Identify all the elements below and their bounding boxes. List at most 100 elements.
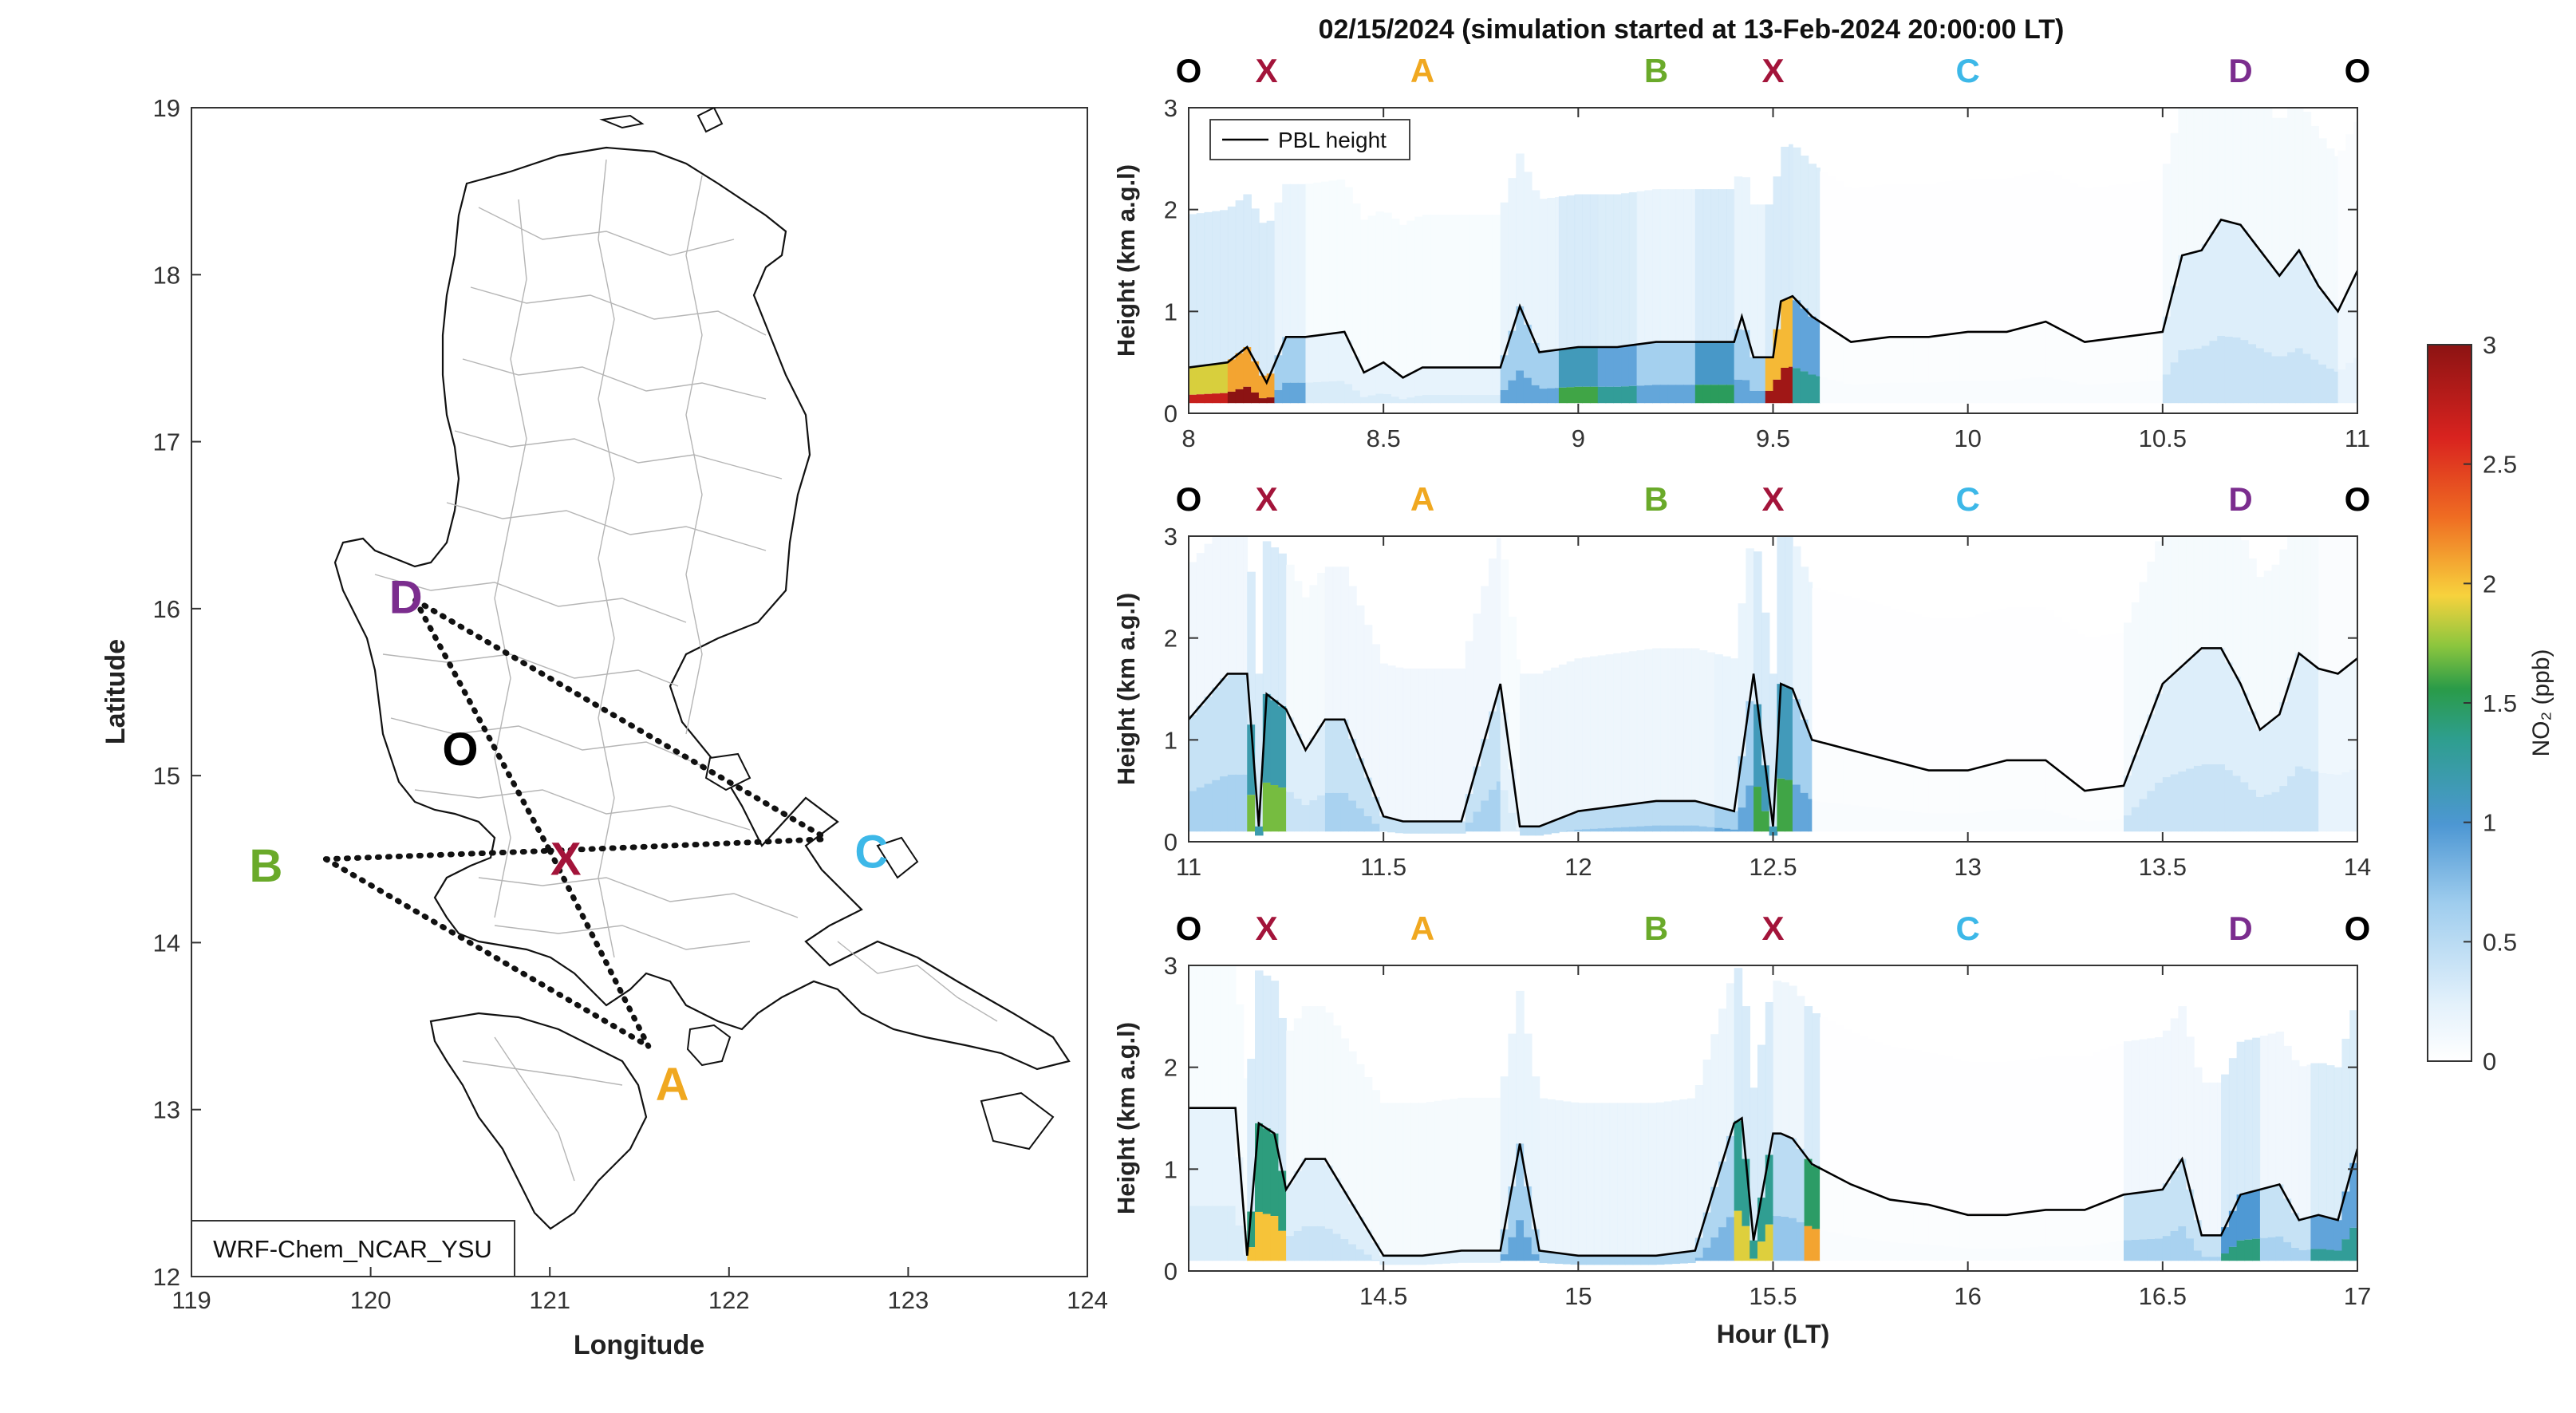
no2-cell-upper [2069, 183, 2078, 336]
no2-cell-upper [1808, 582, 1813, 735]
no2-cell-surface [1804, 1226, 1813, 1261]
no2-cell-mid [2236, 1194, 2246, 1241]
no2-cell-surface [2131, 381, 2140, 404]
no2-cell-surface [2333, 1250, 2343, 1261]
no2-cell-upper [1990, 610, 2000, 764]
no2-cell-upper [2147, 561, 2156, 715]
no2-cell-upper [1539, 1098, 1548, 1252]
no2-cell-surface [1258, 398, 1268, 404]
model-label-box [191, 1220, 515, 1277]
no2-cell-surface [2267, 1237, 2277, 1261]
no2-cell-upper [1820, 171, 1828, 325]
no2-cell-mid [1410, 821, 1419, 834]
no2-cell-upper [2053, 616, 2062, 770]
no2-cell-mid [2193, 1220, 2203, 1251]
no2-cell-mid [2147, 714, 2156, 791]
no2-cell-surface [1800, 792, 1809, 832]
no2-cell-mid [1792, 300, 1801, 369]
no2-cell-upper [1874, 604, 1884, 758]
no2-cell-mid [1613, 806, 1622, 828]
no2-cell-upper [1391, 219, 1400, 372]
no2-cell-upper [1270, 547, 1280, 701]
no2-cell-surface [1454, 395, 1462, 404]
no2-cell-upper [1975, 179, 1984, 332]
no2-cell-surface [1391, 397, 1400, 404]
no2-cell-upper [1266, 220, 1276, 374]
no2-cell-mid [1812, 1166, 1821, 1229]
no2-cell-surface [1866, 807, 1876, 832]
no2-cell-mid [1679, 1252, 1688, 1264]
no2-cell-upper [1628, 191, 1638, 345]
no2-cell-upper [1324, 1012, 1334, 1166]
no2-cell-upper [1858, 187, 1868, 341]
no2-cell-surface [1212, 780, 1221, 832]
no2-cell-upper [1597, 194, 1607, 348]
no2-cell-surface [1297, 382, 1307, 404]
no2-cell-upper [2100, 186, 2109, 340]
no2-cell-upper [1967, 179, 1977, 332]
no2-cell-surface [2131, 807, 2140, 832]
no2-cell-mid [2092, 340, 2101, 385]
y-axis-label: Height (km a.g.l) [1112, 593, 1140, 785]
no2-cell-upper [2209, 108, 2218, 232]
no2-cell-upper [1652, 648, 1661, 801]
no2-cell-upper [2131, 1040, 2140, 1194]
no2-cell-mid [2170, 673, 2180, 775]
no2-cell-mid [1718, 341, 1727, 385]
no2-cell-surface [1936, 813, 1946, 832]
no2-cell-surface [2155, 381, 2164, 404]
no2-cell-surface [1921, 1244, 1930, 1261]
no2-cell-surface [1851, 1237, 1860, 1261]
no2-cell-surface [2283, 1241, 2292, 1261]
no2-cell-surface [1820, 377, 1828, 404]
no2-cell-upper [1496, 538, 1501, 691]
no2-cell-surface [2193, 348, 2203, 404]
no2-cell-mid [1866, 755, 1876, 807]
no2-cell-surface [2178, 1226, 2187, 1261]
no2-cell-upper [1332, 566, 1342, 720]
no2-cell-mid [2038, 1210, 2047, 1247]
no2-cell-mid [1905, 765, 1915, 811]
no2-cell-mid [2006, 760, 2016, 810]
no2-cell-upper [2310, 125, 2319, 279]
no2-cell-mid [1835, 1178, 1844, 1234]
no2-cell-mid [1796, 1148, 1805, 1222]
no2-cell-upper [2053, 175, 2062, 328]
no2-cell-mid [2252, 1190, 2261, 1239]
no2-cell-surface [1905, 811, 1915, 832]
no2-cell-mid [1667, 800, 1677, 826]
no2-cell-mid [1928, 770, 1938, 814]
no2-cell-mid [1967, 769, 1977, 813]
no2-cell-upper [2077, 1056, 2085, 1210]
no2-cell-upper [1562, 1101, 1572, 1254]
no2-cell-upper [1640, 1103, 1650, 1256]
no2-cell-surface [1975, 1248, 1984, 1261]
no2-cell-mid [1694, 1237, 1704, 1258]
no2-cell-mid [1769, 826, 1778, 836]
no2-cell-upper [2139, 582, 2148, 735]
map-x-tick-label: 122 [708, 1286, 750, 1314]
no2-cell-upper [1905, 612, 1915, 766]
no2-cell-surface [1332, 1233, 1342, 1261]
y-axis-label: Height (km a.g.l) [1112, 164, 1140, 357]
no2-cell-surface [1220, 393, 1229, 404]
no2-cell-mid [2030, 760, 2039, 810]
no2-cell-upper [1434, 668, 1443, 822]
no2-cell-surface [1317, 795, 1326, 832]
no2-cell-mid [1944, 1210, 1953, 1247]
no2-cell-upper [2279, 549, 2288, 703]
no2-cell-mid [2333, 1220, 2343, 1251]
no2-cell-upper [2155, 541, 2164, 694]
no2-cell-surface [2038, 1246, 2047, 1261]
no2-cell-upper [1586, 1103, 1595, 1256]
no2-cell-mid [1952, 1211, 1961, 1248]
no2-cell-upper [1278, 1017, 1287, 1171]
y-tick-label: 2 [1164, 1054, 1178, 1082]
map-x-tick-label: 124 [1067, 1286, 1108, 1314]
x-tick-label: 11 [1176, 853, 1201, 881]
no2-cell-upper [2030, 172, 2039, 325]
no2-cell-mid [1597, 347, 1607, 387]
no2-cell-mid [1508, 769, 1517, 813]
no2-cell-upper [1952, 618, 1961, 771]
y-tick-label: 2 [1164, 196, 1178, 224]
